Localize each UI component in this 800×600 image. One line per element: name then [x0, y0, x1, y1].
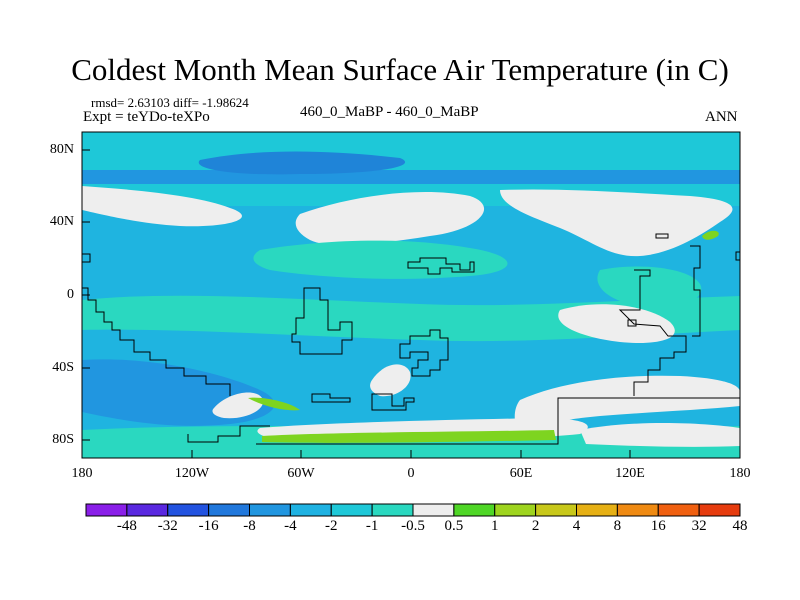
- arctic-teal-band: [82, 132, 740, 170]
- colorbar-swatch: [126, 503, 169, 517]
- colorbar-swatch: [535, 503, 577, 517]
- experiment-label: Expt = teYDo-teXPo: [83, 109, 210, 125]
- colorbar-swatch: [453, 503, 496, 517]
- lon-label-120w: 120W: [174, 466, 210, 481]
- colorbar-swatch: [616, 503, 659, 517]
- arctic-deep-region: [198, 151, 406, 175]
- colorbar-label: -32: [157, 518, 178, 534]
- colorbar-label: 4: [572, 518, 581, 534]
- axis-ticks: [82, 149, 631, 458]
- colorbar-label: -2: [325, 518, 338, 534]
- colorbar-swatch: [698, 503, 741, 517]
- colorbar-label: -48: [116, 518, 137, 534]
- coastline-island-4: [311, 393, 351, 403]
- coastline-antarctica: [256, 397, 740, 445]
- coastline-far-east: [735, 251, 740, 261]
- lon-label-180-west: 180: [71, 466, 93, 481]
- coastline-southwest: [187, 425, 270, 443]
- colorbar-label: 32: [691, 518, 707, 534]
- coastline-island-5: [371, 393, 415, 411]
- east-green-spot: [702, 230, 719, 240]
- antarctic-east-white: [580, 423, 740, 447]
- colorbar-swatch: [85, 503, 128, 517]
- lon-label-120e: 120E: [615, 466, 645, 481]
- coastline-east-small-island: [655, 233, 669, 239]
- colorbar-label: 1: [491, 518, 499, 534]
- colorbar-swatch: [494, 503, 537, 517]
- south-white-patch-2: [370, 364, 411, 397]
- colorbar-label: -0.5: [401, 518, 425, 534]
- south-green-streak: [248, 397, 300, 411]
- coastline-east-square: [627, 319, 637, 327]
- lon-label-0: 0: [407, 466, 415, 481]
- coastline-east-coast: [690, 245, 701, 337]
- colorbar-swatch: [371, 503, 414, 517]
- colorbar-label: -16: [198, 518, 219, 534]
- lat-label-40s: 40S: [52, 360, 74, 375]
- lat-label-80n: 80N: [49, 142, 74, 157]
- north-white-patch-1: [82, 186, 242, 227]
- coastline-east-continent: [618, 269, 687, 396]
- colorbar-swatch: [208, 503, 250, 517]
- colorbar-swatch: [576, 503, 618, 517]
- lat-label-0: 0: [67, 287, 74, 302]
- rmsd-diff-text: rmsd= 2.63103 diff= -1.98624: [91, 95, 249, 110]
- coastline-west-continent: [82, 287, 231, 396]
- east-white-patch: [558, 304, 675, 344]
- antarctic-green-band: [262, 430, 556, 443]
- plot-title: Coldest Month Mean Surface Air Temperatu…: [71, 52, 729, 87]
- north-white-patch-2: [295, 192, 485, 246]
- lon-label-60e: 60E: [509, 466, 533, 481]
- north-white-patch-3: [500, 189, 733, 257]
- colorbar-label: -1: [365, 518, 379, 534]
- colorbar-swatch: [330, 503, 373, 517]
- colorbar-swatch: [167, 503, 210, 517]
- colorbar-label: 48: [732, 518, 748, 534]
- season-label: ANN: [705, 109, 738, 125]
- lat-label-80s: 80S: [52, 432, 74, 447]
- coastline-island-1: [291, 287, 353, 355]
- south-white-patch-3: [514, 375, 740, 440]
- center-label: 460_0_MaBP - 460_0_MaBP: [300, 104, 479, 120]
- colorbar-label: 8: [613, 518, 622, 534]
- colorbar-label: -4: [284, 518, 297, 534]
- colorbar-label: 0.5: [444, 518, 464, 534]
- colorbar-swatch: [657, 503, 700, 517]
- north-teal-patch: [253, 240, 508, 279]
- colorbar-swatch: [412, 503, 455, 517]
- coastlines: [82, 233, 740, 445]
- colorbar-label: 16: [650, 518, 666, 534]
- colorbar-label: 2: [531, 518, 540, 534]
- colorbar-label: -8: [243, 518, 256, 534]
- coastline-island-3: [399, 329, 449, 377]
- lat-label-40n: 40N: [49, 214, 74, 229]
- east-teal-patch: [597, 266, 702, 307]
- colorbar-swatch: [289, 503, 332, 517]
- lon-label-60w: 60W: [287, 466, 315, 481]
- lon-label-180-east: 180: [729, 466, 751, 481]
- coastline-northwest: [82, 253, 91, 263]
- coastline-island-2: [407, 257, 475, 275]
- colorbar-swatch: [249, 503, 291, 517]
